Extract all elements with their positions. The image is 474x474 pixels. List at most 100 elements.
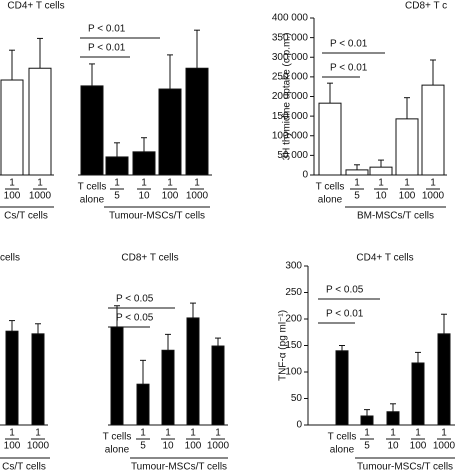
panel-title: CD8+ T c [405,1,447,12]
bar [369,166,393,176]
bar [411,362,425,426]
x-tick-numerator: 1 [194,178,200,189]
group-label: Cs/T cells [2,462,46,473]
x-tick-label: alone [80,195,105,206]
bar [386,411,400,426]
x-tick-numerator: 1 [364,428,370,439]
y-tick-label: 50 000 [277,150,308,161]
x-tick-denominator: 100 [162,191,179,202]
x-tick-label: alone [105,445,130,456]
x-tick-denominator: 5 [140,441,146,452]
y-tick-label: 100 000 [272,130,309,141]
bar [158,88,182,176]
x-tick-denominator: 100 [399,191,416,202]
y-tick-label: 300 000 [272,52,309,63]
x-tick-numerator: 1 [35,428,41,439]
y-tick-label: 200 000 [272,91,309,102]
x-tick-denominator: 1000 [29,191,52,202]
x-tick-label: T cells [103,432,132,443]
bar [105,156,129,176]
bar [132,151,156,176]
bar [421,84,445,176]
significance-label: P < 0.01 [88,24,126,35]
x-tick-numerator: 1 [404,178,410,189]
bar [318,102,342,176]
bar [110,326,124,426]
x-tick-numerator: 1 [215,428,221,439]
panel-title: CD8+ T cells [121,253,178,264]
x-tick-denominator: 1000 [433,441,456,452]
significance-label: P < 0.05 [116,313,154,324]
bar [136,383,150,426]
significance-label: P < 0.05 [326,285,364,296]
x-tick-label: T cells [328,432,357,443]
x-tick-label: alone [330,445,355,456]
x-tick-denominator: 10 [138,191,150,202]
y-tick-label: 150 [285,340,302,351]
x-tick-denominator: 10 [375,191,387,202]
x-tick-denominator: 1000 [422,191,445,202]
x-tick-denominator: 10 [162,441,174,452]
x-tick-denominator: 100 [4,441,21,452]
panel-title: cells [0,253,20,264]
bar [31,333,45,426]
y-tick-label: 200 [285,314,302,325]
panel-title: CD4+ T cells [356,253,413,264]
bar [185,67,209,176]
significance-label: P < 0.01 [88,43,126,54]
x-tick-numerator: 1 [9,178,15,189]
x-tick-denominator: 1000 [207,441,230,452]
x-tick-numerator: 1 [165,428,171,439]
y-tick-label: 350 000 [272,32,309,43]
x-tick-denominator: 1000 [186,191,209,202]
x-tick-numerator: 1 [441,428,447,439]
x-tick-label: T cells [78,182,107,193]
bar [345,169,369,176]
group-label: Cs/T cells [4,211,48,222]
y-tick-label: 150 000 [272,111,309,122]
x-tick-denominator: 5 [354,191,360,202]
bar [211,345,225,426]
x-tick-denominator: 5 [114,191,120,202]
x-tick-label: T cells [316,182,345,193]
y-tick-label: 250 [285,287,302,298]
significance-label: P < 0.05 [116,294,154,305]
significance-label: P < 0.01 [330,63,368,74]
x-tick-numerator: 1 [140,428,146,439]
bar [0,79,24,176]
bar [360,415,374,426]
panel-title: CD4+ T cells [7,1,64,12]
x-tick-denominator: 5 [364,441,370,452]
bar [5,330,19,426]
bar [80,85,104,176]
group-label: Tumour-MSCs/T cells [357,462,453,473]
significance-label: P < 0.01 [326,309,364,320]
x-tick-denominator: 1000 [27,441,50,452]
y-tick-label: 250 000 [272,72,309,83]
x-tick-numerator: 1 [354,178,360,189]
x-tick-denominator: 100 [410,441,427,452]
x-tick-numerator: 1 [190,428,196,439]
group-label: Tumour-MSCs/T cells [131,462,227,473]
x-tick-numerator: 1 [378,178,384,189]
x-tick-denominator: 100 [4,191,21,202]
y-tick-label: 50 [291,393,303,404]
significance-label: P < 0.01 [330,39,368,50]
x-tick-numerator: 1 [114,178,120,189]
bar [335,350,349,426]
y-axis-label: TNF-α (pg ml⁻¹) [278,310,289,381]
bar [161,349,175,426]
x-tick-label: alone [318,195,343,206]
y-tick-label: 300 [285,261,302,272]
x-tick-numerator: 1 [415,428,421,439]
x-tick-denominator: 10 [387,441,399,452]
y-tick-label: 0 [302,170,308,181]
x-tick-numerator: 1 [141,178,147,189]
y-tick-label: 0 [296,420,302,431]
y-tick-label: 400 000 [272,13,309,24]
bar [28,67,52,176]
group-label: Tumour-MSCs/T cells [109,211,205,222]
bar [437,333,451,426]
y-tick-label: 100 [285,367,302,378]
